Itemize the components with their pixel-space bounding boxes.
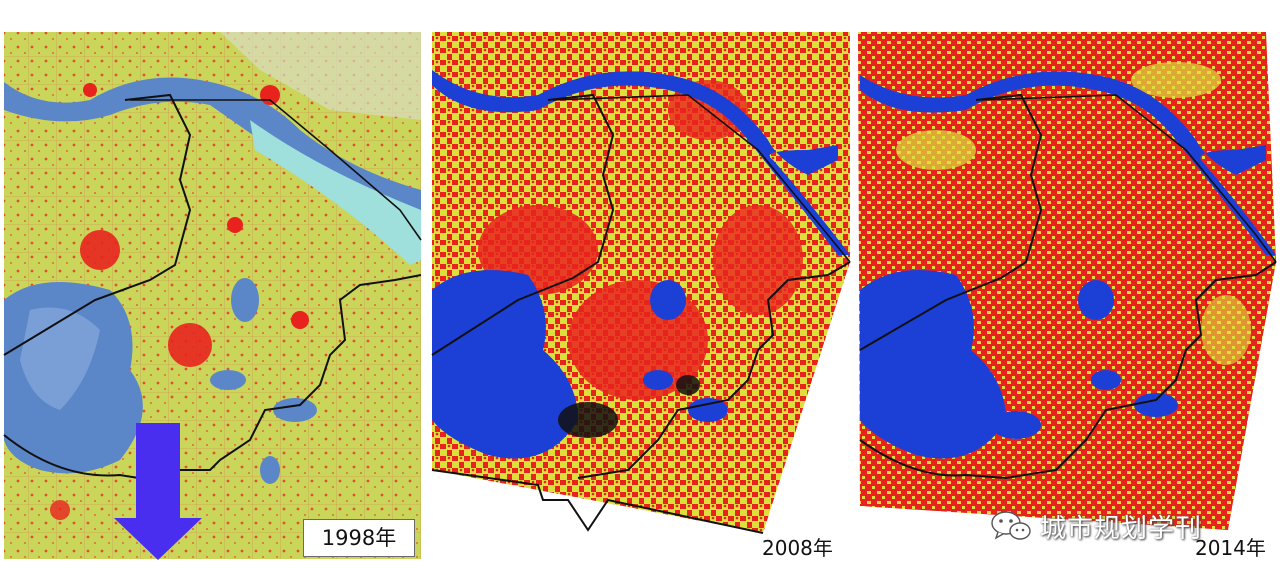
lake xyxy=(860,270,1006,459)
administrative-boundary xyxy=(859,261,1277,480)
watermark: 城市规划学刊 xyxy=(990,508,1202,544)
satellite-map-1998 xyxy=(3,32,422,560)
river-estuary xyxy=(250,120,421,265)
lake xyxy=(432,270,578,459)
city-cluster xyxy=(168,323,212,367)
administrative-boundary xyxy=(431,93,615,356)
river xyxy=(432,70,850,255)
wechat-icon xyxy=(991,511,1031,540)
satellite-map-2014 xyxy=(858,32,1277,530)
satellite-map-2008 xyxy=(431,32,851,534)
year-label-1998: 1998年 xyxy=(303,519,415,557)
map-panel-1998: 1998年 xyxy=(0,0,425,583)
arrow-down-icon xyxy=(114,423,202,560)
administrative-boundary xyxy=(859,93,1043,351)
map-panel-2008: 2008年 xyxy=(428,0,853,583)
river xyxy=(860,71,1276,256)
city-cluster xyxy=(80,230,120,270)
year-label-2014: 2014年 xyxy=(1195,536,1266,560)
watermark-text: 城市规划学刊 xyxy=(1040,513,1203,544)
year-label-2008: 2008年 xyxy=(762,536,833,560)
administrative-boundary xyxy=(3,274,422,482)
administrative-boundary xyxy=(3,93,192,356)
map-panel-2014: 2014年 xyxy=(856,0,1280,583)
administrative-boundary xyxy=(577,261,851,479)
